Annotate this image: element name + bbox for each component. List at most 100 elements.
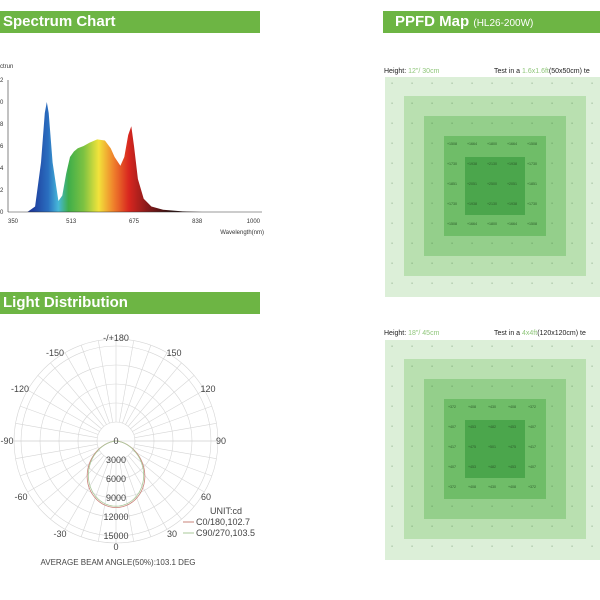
measure-point-dot: ·: [490, 383, 494, 390]
measure-point-dot: ·: [390, 100, 394, 107]
measure-point-dot: ·: [450, 280, 454, 287]
ppfd-map: · · · · · · · · · · · · · · · · · · · · · · · · · · · · · · · · · · · · +150…: [385, 77, 600, 297]
measure-point-dot: ·: [470, 363, 474, 370]
measure-point-dot: ·: [550, 120, 554, 127]
measure-point-dot: ·: [550, 543, 554, 550]
measure-point-dot: ·: [550, 423, 554, 430]
measure-point-dot: ·: [590, 180, 594, 187]
y-tick-label: 0: [0, 210, 4, 216]
measure-point-dot: ·: [490, 260, 494, 267]
measure-point-dot: ·: [450, 363, 454, 370]
ppfd-value: +1938: [506, 202, 518, 206]
height-prefix: Height:: [384, 68, 409, 75]
measure-point-dot: ·: [430, 383, 434, 390]
measure-point-dot: ·: [470, 260, 474, 267]
y-tick-label: 2: [0, 78, 4, 84]
measure-point-dot: ·: [530, 543, 534, 550]
ppfd-map: · · · · · · · · · · · · · · · · · · · · · · · · · · · · · · · · · · · · +372…: [385, 340, 600, 560]
spoke: [27, 450, 100, 493]
ppfd-value: +2130: [486, 162, 498, 166]
measure-point-dot: ·: [390, 160, 394, 167]
spoke: [127, 362, 182, 427]
measure-point-dot: ·: [430, 200, 434, 207]
measure-point-dot: ·: [450, 523, 454, 530]
measure-point-dot: ·: [410, 180, 414, 187]
measure-point-dot: ·: [410, 403, 414, 410]
ppfd-value: +1800: [486, 222, 498, 226]
measure-point-dot: ·: [490, 543, 494, 550]
measure-point-dot: ·: [570, 280, 574, 287]
angle-label: -30: [53, 529, 66, 539]
measure-point-dot: ·: [390, 240, 394, 247]
measure-point-dot: ·: [590, 80, 594, 87]
measure-point-dot: ·: [530, 100, 534, 107]
ppfd-value: +453: [507, 465, 517, 469]
measure-point-dot: ·: [550, 200, 554, 207]
distribution-title: Light Distribution: [0, 292, 260, 314]
measure-point-dot: ·: [430, 423, 434, 430]
measure-point-dot: ·: [470, 280, 474, 287]
measure-point-dot: ·: [510, 120, 514, 127]
unit-label: UNIT:cd: [210, 506, 242, 516]
ppfd-value: +1938: [506, 162, 518, 166]
measure-point-dot: ·: [430, 120, 434, 127]
ppfd-value: +2051: [466, 182, 478, 186]
measure-point-dot: ·: [510, 503, 514, 510]
measure-point-dot: ·: [550, 80, 554, 87]
test-suffix: (120x120cm) te: [537, 330, 586, 337]
spectrum-title: Spectrum Chart: [0, 11, 260, 33]
measure-point-dot: ·: [570, 343, 574, 350]
ppfd-value: +407: [527, 465, 537, 469]
beam-curve: [87, 440, 145, 507]
light-distribution-chart: -/+180-150 150-120 120-90 90-60 60-30 3000300…: [0, 333, 255, 567]
measure-point-dot: ·: [390, 80, 394, 87]
x-tick-label: 675: [129, 219, 140, 225]
measure-point-dot: ·: [430, 343, 434, 350]
angle-label: -90: [0, 436, 13, 446]
ppfd-value: +482: [487, 425, 497, 429]
measure-point-dot: ·: [550, 463, 554, 470]
y-tick-label: 4: [0, 166, 4, 172]
spoke: [125, 457, 168, 530]
measure-point-dot: ·: [530, 503, 534, 510]
measure-point-dot: ·: [590, 423, 594, 430]
measure-point-dot: ·: [390, 423, 394, 430]
spoke: [130, 375, 195, 430]
angle-label: 150: [166, 348, 181, 358]
ppfd-value: +1938: [466, 162, 478, 166]
measure-point-dot: ·: [550, 383, 554, 390]
measure-point-dot: ·: [410, 240, 414, 247]
measure-point-dot: ·: [530, 363, 534, 370]
measure-point-dot: ·: [530, 240, 534, 247]
spoke: [50, 455, 105, 520]
measure-point-dot: ·: [430, 260, 434, 267]
map-height-label: Height: 12"/ 30cm: [384, 68, 439, 75]
measure-point-dot: ·: [550, 100, 554, 107]
y-tick-label: 8: [0, 122, 4, 128]
spoke: [119, 459, 135, 542]
measure-point-dot: ·: [570, 423, 574, 430]
measure-point-dot: ·: [410, 483, 414, 490]
measure-point-dot: ·: [390, 220, 394, 227]
radial-label: 0: [113, 436, 118, 446]
spoke: [64, 457, 107, 530]
angle-label: 30: [167, 529, 177, 539]
measure-point-dot: ·: [530, 260, 534, 267]
measure-point-dot: ·: [410, 260, 414, 267]
spoke: [130, 452, 195, 507]
ppfd-value: +408: [467, 485, 477, 489]
spoke: [132, 389, 205, 432]
measure-point-dot: ·: [570, 180, 574, 187]
measure-point-dot: ·: [430, 483, 434, 490]
angle-label: 90: [216, 436, 226, 446]
spoke: [27, 389, 100, 432]
measure-point-dot: ·: [570, 383, 574, 390]
radial-label: 15000: [103, 531, 128, 541]
measure-point-dot: ·: [390, 120, 394, 127]
x-tick-label: 838: [192, 219, 203, 225]
measure-point-dot: ·: [410, 523, 414, 530]
measure-point-dot: ·: [430, 503, 434, 510]
measure-point-dot: ·: [550, 160, 554, 167]
measure-point-dot: ·: [590, 503, 594, 510]
measure-point-dot: ·: [530, 280, 534, 287]
